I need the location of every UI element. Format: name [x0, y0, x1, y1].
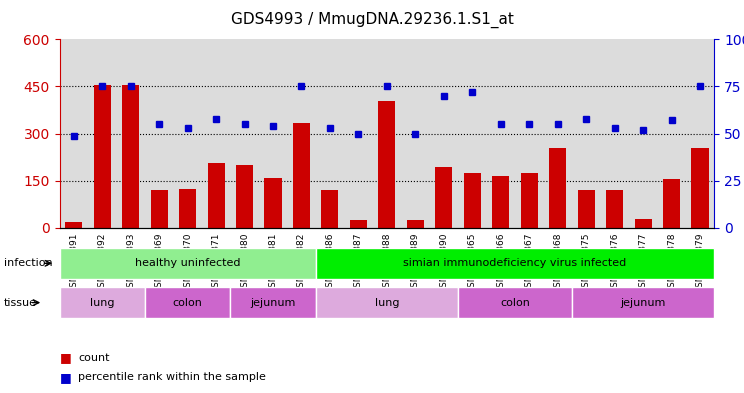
Text: ■: ■: [60, 351, 71, 364]
Text: jejunum: jejunum: [250, 298, 295, 308]
Bar: [435, 167, 452, 228]
Text: lung: lung: [375, 298, 399, 308]
Text: jejunum: jejunum: [620, 298, 666, 308]
Bar: [407, 220, 424, 228]
Bar: [321, 190, 339, 228]
Bar: [663, 179, 680, 228]
Text: count: count: [78, 353, 109, 363]
Bar: [65, 222, 83, 228]
Text: simian immunodeficiency virus infected: simian immunodeficiency virus infected: [403, 258, 626, 268]
Bar: [379, 101, 395, 228]
Bar: [122, 85, 139, 228]
Bar: [94, 85, 111, 228]
Bar: [635, 219, 652, 228]
Text: healthy uninfected: healthy uninfected: [135, 258, 240, 268]
Text: colon: colon: [500, 298, 530, 308]
Text: infection: infection: [4, 258, 52, 268]
Bar: [264, 178, 281, 228]
Text: colon: colon: [173, 298, 202, 308]
Text: GDS4993 / MmugDNA.29236.1.S1_at: GDS4993 / MmugDNA.29236.1.S1_at: [231, 12, 513, 28]
Bar: [691, 148, 708, 228]
Bar: [350, 220, 367, 228]
Bar: [493, 176, 510, 228]
Bar: [521, 173, 538, 228]
Bar: [606, 190, 623, 228]
Text: tissue: tissue: [4, 298, 36, 308]
Bar: [293, 123, 310, 228]
Text: percentile rank within the sample: percentile rank within the sample: [78, 372, 266, 382]
Text: lung: lung: [90, 298, 115, 308]
Bar: [577, 190, 594, 228]
Bar: [179, 189, 196, 228]
Bar: [549, 148, 566, 228]
Bar: [464, 173, 481, 228]
Bar: [150, 190, 167, 228]
Bar: [236, 165, 253, 228]
Text: ■: ■: [60, 371, 71, 384]
Bar: [208, 163, 225, 228]
